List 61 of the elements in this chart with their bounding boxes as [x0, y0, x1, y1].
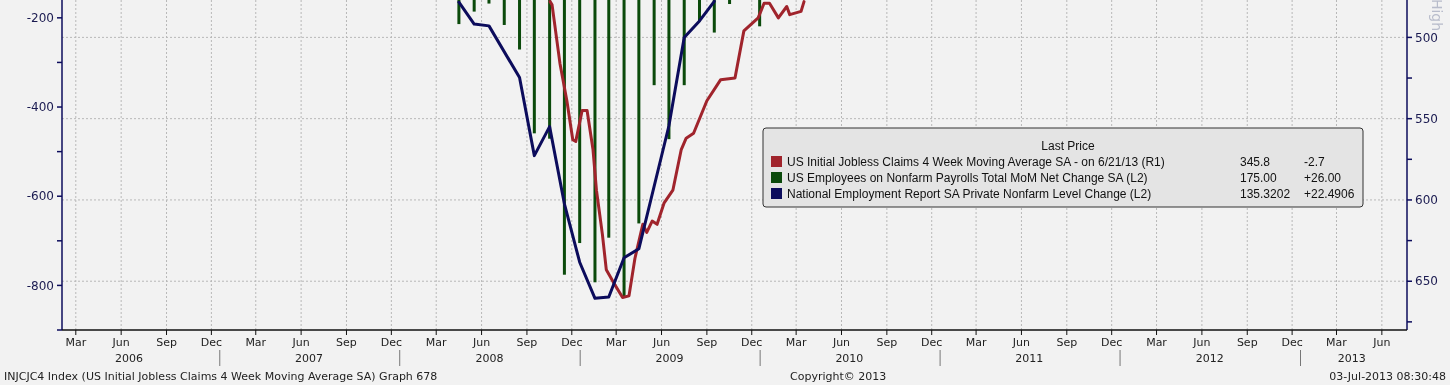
legend-label: US Employees on Nonfarm Payrolls Total MoM Net Change SA (L2): [787, 171, 1148, 185]
x-tick-label: Jun: [1011, 336, 1031, 349]
x-tick-label: Mar: [245, 336, 267, 349]
legend-label: US Initial Jobless Claims 4 Week Moving Average SA - on 6/21/13 (R1): [787, 155, 1165, 169]
line-series: [457, 0, 716, 300]
legend-title: Last Price: [1041, 139, 1095, 153]
x-tick-label: Jun: [651, 336, 671, 349]
x2-tick-label: 2011: [1015, 352, 1044, 365]
x-tick-label: Mar: [605, 336, 628, 349]
x-tick-label: Mar: [785, 336, 807, 349]
annotation: -2.7: [1304, 155, 1325, 169]
x2-tick-label: 2010: [835, 352, 864, 365]
legend-label: National Employment Report SA Private Nonfarm Level Change (L2): [787, 187, 1152, 201]
annotation: 135.3202: [1240, 187, 1291, 201]
annotation: 345.8: [1240, 155, 1271, 169]
x-tick-label: Dec: [1101, 336, 1123, 349]
x-tick-label: Mar: [1146, 336, 1168, 349]
x2-tick-label: 2013: [1337, 352, 1366, 365]
x-tick-label: Dec: [741, 336, 763, 349]
y-tick-label: -200: [26, 11, 54, 26]
x-tick-label: Dec: [561, 336, 583, 349]
x-tick-label: Dec: [921, 336, 943, 349]
x-tick-label: Sep: [1236, 336, 1258, 349]
x-tick-label: Jun: [291, 336, 310, 349]
x-tick-label: Mar: [425, 336, 448, 349]
x-tick-label: Mar: [65, 336, 87, 349]
y2-tick-label: 500: [1415, 30, 1438, 45]
x-tick-label: Sep: [696, 336, 718, 349]
x2-tick-label: 2008: [475, 352, 504, 365]
x-tick-label: Dec: [1281, 336, 1303, 349]
x2-tick-label: 2007: [295, 352, 324, 365]
x-tick-label: Dec: [200, 336, 223, 349]
annotation: +26.00: [1304, 171, 1342, 185]
x-tick-label: Sep: [336, 336, 357, 349]
x2-tick-label: 2012: [1195, 352, 1224, 365]
y-tick-label: -400: [26, 100, 54, 115]
x-tick-label: Jun: [1192, 336, 1211, 349]
x2-tick-label: 2006: [115, 352, 144, 365]
x-tick-label: Sep: [1056, 336, 1078, 349]
text: Copyright© 2013: [790, 370, 887, 383]
y2-tick-label: 650: [1415, 274, 1438, 289]
x-tick-label: Jun: [1372, 336, 1391, 349]
x-tick-label: Sep: [156, 336, 177, 349]
x-tick-label: Jun: [471, 336, 491, 349]
y-tick-label: -800: [26, 278, 54, 293]
x-tick-label: Sep: [876, 336, 898, 349]
x-tick-label: Dec: [380, 336, 402, 349]
x-tick-label: Jun: [111, 336, 130, 349]
text: INJCJC4 Index (US Initial Jobless Claims 4 Week Moving Average SA) Graph 678: [4, 370, 438, 383]
x2-tick-label: 2009: [655, 352, 684, 365]
annotation: 175.00: [1240, 171, 1278, 185]
x-tick-label: Mar: [965, 336, 987, 349]
y2-axis-title: High: [1429, 0, 1445, 32]
y2-tick-label: 550: [1415, 111, 1438, 126]
x-tick-label: Sep: [516, 336, 538, 349]
text: 03-Jul-2013 08:30:48: [1329, 370, 1446, 383]
y-tick-label: -600: [26, 189, 54, 204]
x-tick-label: Jun: [831, 336, 851, 349]
y2-tick-label: 600: [1415, 193, 1438, 208]
annotation: +22.4906: [1304, 187, 1355, 201]
x-tick-label: Mar: [1326, 336, 1348, 349]
